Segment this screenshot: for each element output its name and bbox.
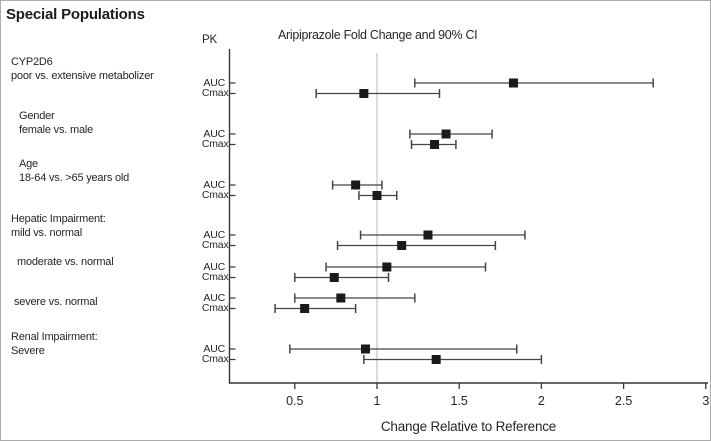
point-estimate [441, 129, 451, 139]
group-label: Gender female vs. male [19, 110, 93, 137]
group-label-line: 18-64 vs. >65 years old [19, 171, 130, 184]
group-label-line: Gender [19, 110, 55, 122]
x-axis-label: Change Relative to Reference [380, 419, 557, 434]
group-label: Hepatic Impairment: mild vs. normal [11, 213, 106, 240]
group-label-line: Hepatic Impairment: [11, 213, 106, 225]
point-estimate [300, 304, 310, 313]
group-label-line: severe vs. normal [14, 296, 98, 308]
group-label-line: Severe [11, 344, 45, 357]
point-estimate [430, 140, 440, 149]
pk-metric-label: Cmax [201, 138, 229, 150]
pk-metric-label: AUC [203, 178, 225, 191]
pk-metric-label: Cmax [201, 302, 229, 314]
point-estimate [397, 241, 407, 250]
point-estimate [351, 180, 361, 190]
point-estimate [508, 78, 518, 88]
page-title: Special Populations [6, 6, 145, 23]
pk-metric-label: AUC [203, 291, 225, 304]
group-label: Renal Impairment: Severe [11, 331, 98, 358]
point-estimate [431, 355, 441, 364]
group-label: CYP2D6 poor vs. extensive metabolizer [11, 56, 154, 83]
group-label-line: Renal Impairment: [11, 331, 98, 343]
x-tick-label: 1.5 [451, 394, 468, 408]
pk-metric-label: AUC [203, 342, 225, 355]
group-label: moderate vs. normal [17, 256, 114, 270]
x-tick-label: 0.5 [286, 394, 303, 408]
point-estimate [372, 191, 382, 200]
point-estimate [360, 344, 370, 354]
group-label-line: Age [19, 158, 38, 170]
point-estimate [423, 230, 433, 240]
x-tick-label: 3 [702, 394, 709, 408]
group-label: severe vs. normal [14, 296, 98, 310]
x-tick-label: 1 [374, 394, 381, 408]
group-label-line: female vs. male [19, 123, 94, 136]
point-estimate [329, 273, 339, 282]
group-label-line: moderate vs. normal [17, 256, 114, 268]
chart-title: Aripiprazole Fold Change and 90% CI [278, 28, 478, 42]
group-label-line: mild vs. normal [11, 226, 82, 239]
pk-metric-label: Cmax [201, 87, 229, 99]
pk-metric-label: Cmax [201, 189, 229, 201]
x-tick-label: 2.5 [615, 394, 632, 408]
x-tick-label: 2 [538, 394, 545, 408]
point-estimate [336, 293, 346, 303]
pk-metric-label: AUC [203, 127, 225, 140]
pk-metric-label: AUC [203, 76, 225, 89]
pk-metric-label: AUC [203, 260, 225, 273]
pk-metric-label: Cmax [201, 353, 229, 365]
point-estimate [382, 262, 392, 272]
group-label: Age 18-64 vs. >65 years old [19, 158, 129, 185]
pk-metric-label: AUC [203, 228, 225, 241]
group-label-line: CYP2D6 [11, 56, 53, 68]
pk-column-header: PK [202, 34, 217, 46]
point-estimate [359, 89, 369, 98]
group-label-line: poor vs. extensive metabolizer [11, 69, 154, 82]
pk-metric-label: Cmax [201, 271, 229, 283]
pk-metric-label: Cmax [201, 239, 229, 251]
